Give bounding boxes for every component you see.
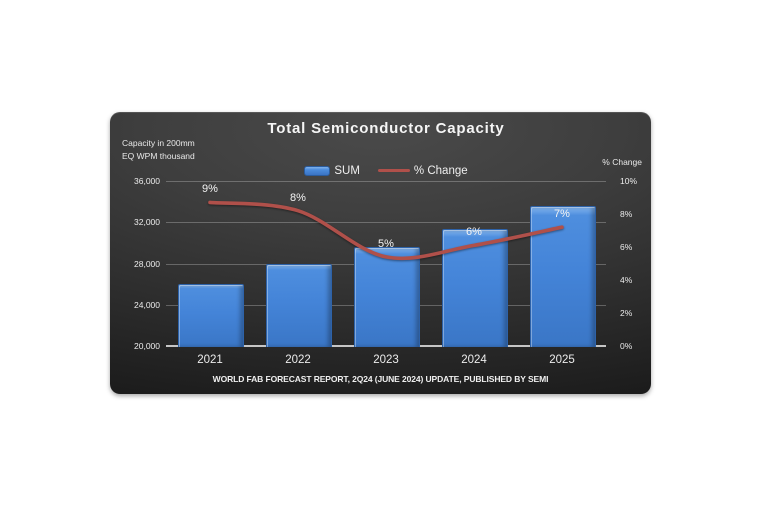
bar-2025 xyxy=(530,205,596,347)
right-axis-tick: 0% xyxy=(620,341,633,351)
left-axis-tick: 36,000 xyxy=(134,176,160,186)
line-data-label-2024: 6% xyxy=(466,226,482,239)
right-axis-title: % Change xyxy=(602,157,642,167)
x-label-2021: 2021 xyxy=(197,354,223,366)
gridline xyxy=(166,181,606,182)
line-data-label-2023: 5% xyxy=(378,237,394,250)
legend-label-pct-change: % Change xyxy=(413,164,468,177)
pct-change-line-svg xyxy=(208,200,564,261)
x-label-2025: 2025 xyxy=(549,354,575,366)
chart-panel: Total Semiconductor Capacity Capacity in… xyxy=(110,112,651,394)
plot-area: 9% 8% 5% 6% 7% xyxy=(166,181,606,347)
right-axis-tick: 6% xyxy=(620,242,633,252)
x-label-2023: 2023 xyxy=(373,354,399,366)
right-axis-tick: 2% xyxy=(620,308,633,318)
line-data-label-2022: 8% xyxy=(290,191,306,204)
chart-title: Total Semiconductor Capacity xyxy=(267,120,505,137)
right-axis-tick: 4% xyxy=(620,275,633,285)
gridline xyxy=(166,222,606,224)
line-data-label-2021: 9% xyxy=(202,183,218,196)
pct-change-legend-swatch-icon xyxy=(377,168,410,173)
legend-item-pct-change: % Change xyxy=(377,164,468,177)
x-label-2022: 2022 xyxy=(285,354,311,366)
x-label-2024: 2024 xyxy=(461,354,487,366)
pct-change-line xyxy=(208,200,564,261)
left-axis-tick: 32,000 xyxy=(134,217,160,228)
right-axis-tick: 8% xyxy=(620,209,633,219)
legend-item-sum: SUM xyxy=(304,165,360,177)
left-axis-tick: 24,000 xyxy=(134,299,160,310)
chart-footer: WORLD FAB FORECAST REPORT, 2Q24 (JUNE 20… xyxy=(212,374,549,384)
left-axis-tick: 20,000 xyxy=(134,341,160,351)
line-data-label-2025: 7% xyxy=(554,208,570,221)
legend-label-sum: SUM xyxy=(334,164,360,177)
left-axis-title-line1: Capacity in 200mm xyxy=(122,138,195,148)
bar-2023 xyxy=(354,247,420,347)
left-axis-title-line2: EQ WPM thousand xyxy=(122,151,195,161)
legend: SUM % Change xyxy=(166,163,606,178)
sum-legend-swatch-icon xyxy=(304,165,331,176)
left-axis-title: Capacity in 200mm EQ WPM thousand xyxy=(122,137,195,163)
right-axis-tick: 10% xyxy=(620,176,638,186)
bar-2021 xyxy=(178,284,244,347)
left-axis-tick: 28,000 xyxy=(134,258,160,269)
bar-2022 xyxy=(266,263,332,347)
